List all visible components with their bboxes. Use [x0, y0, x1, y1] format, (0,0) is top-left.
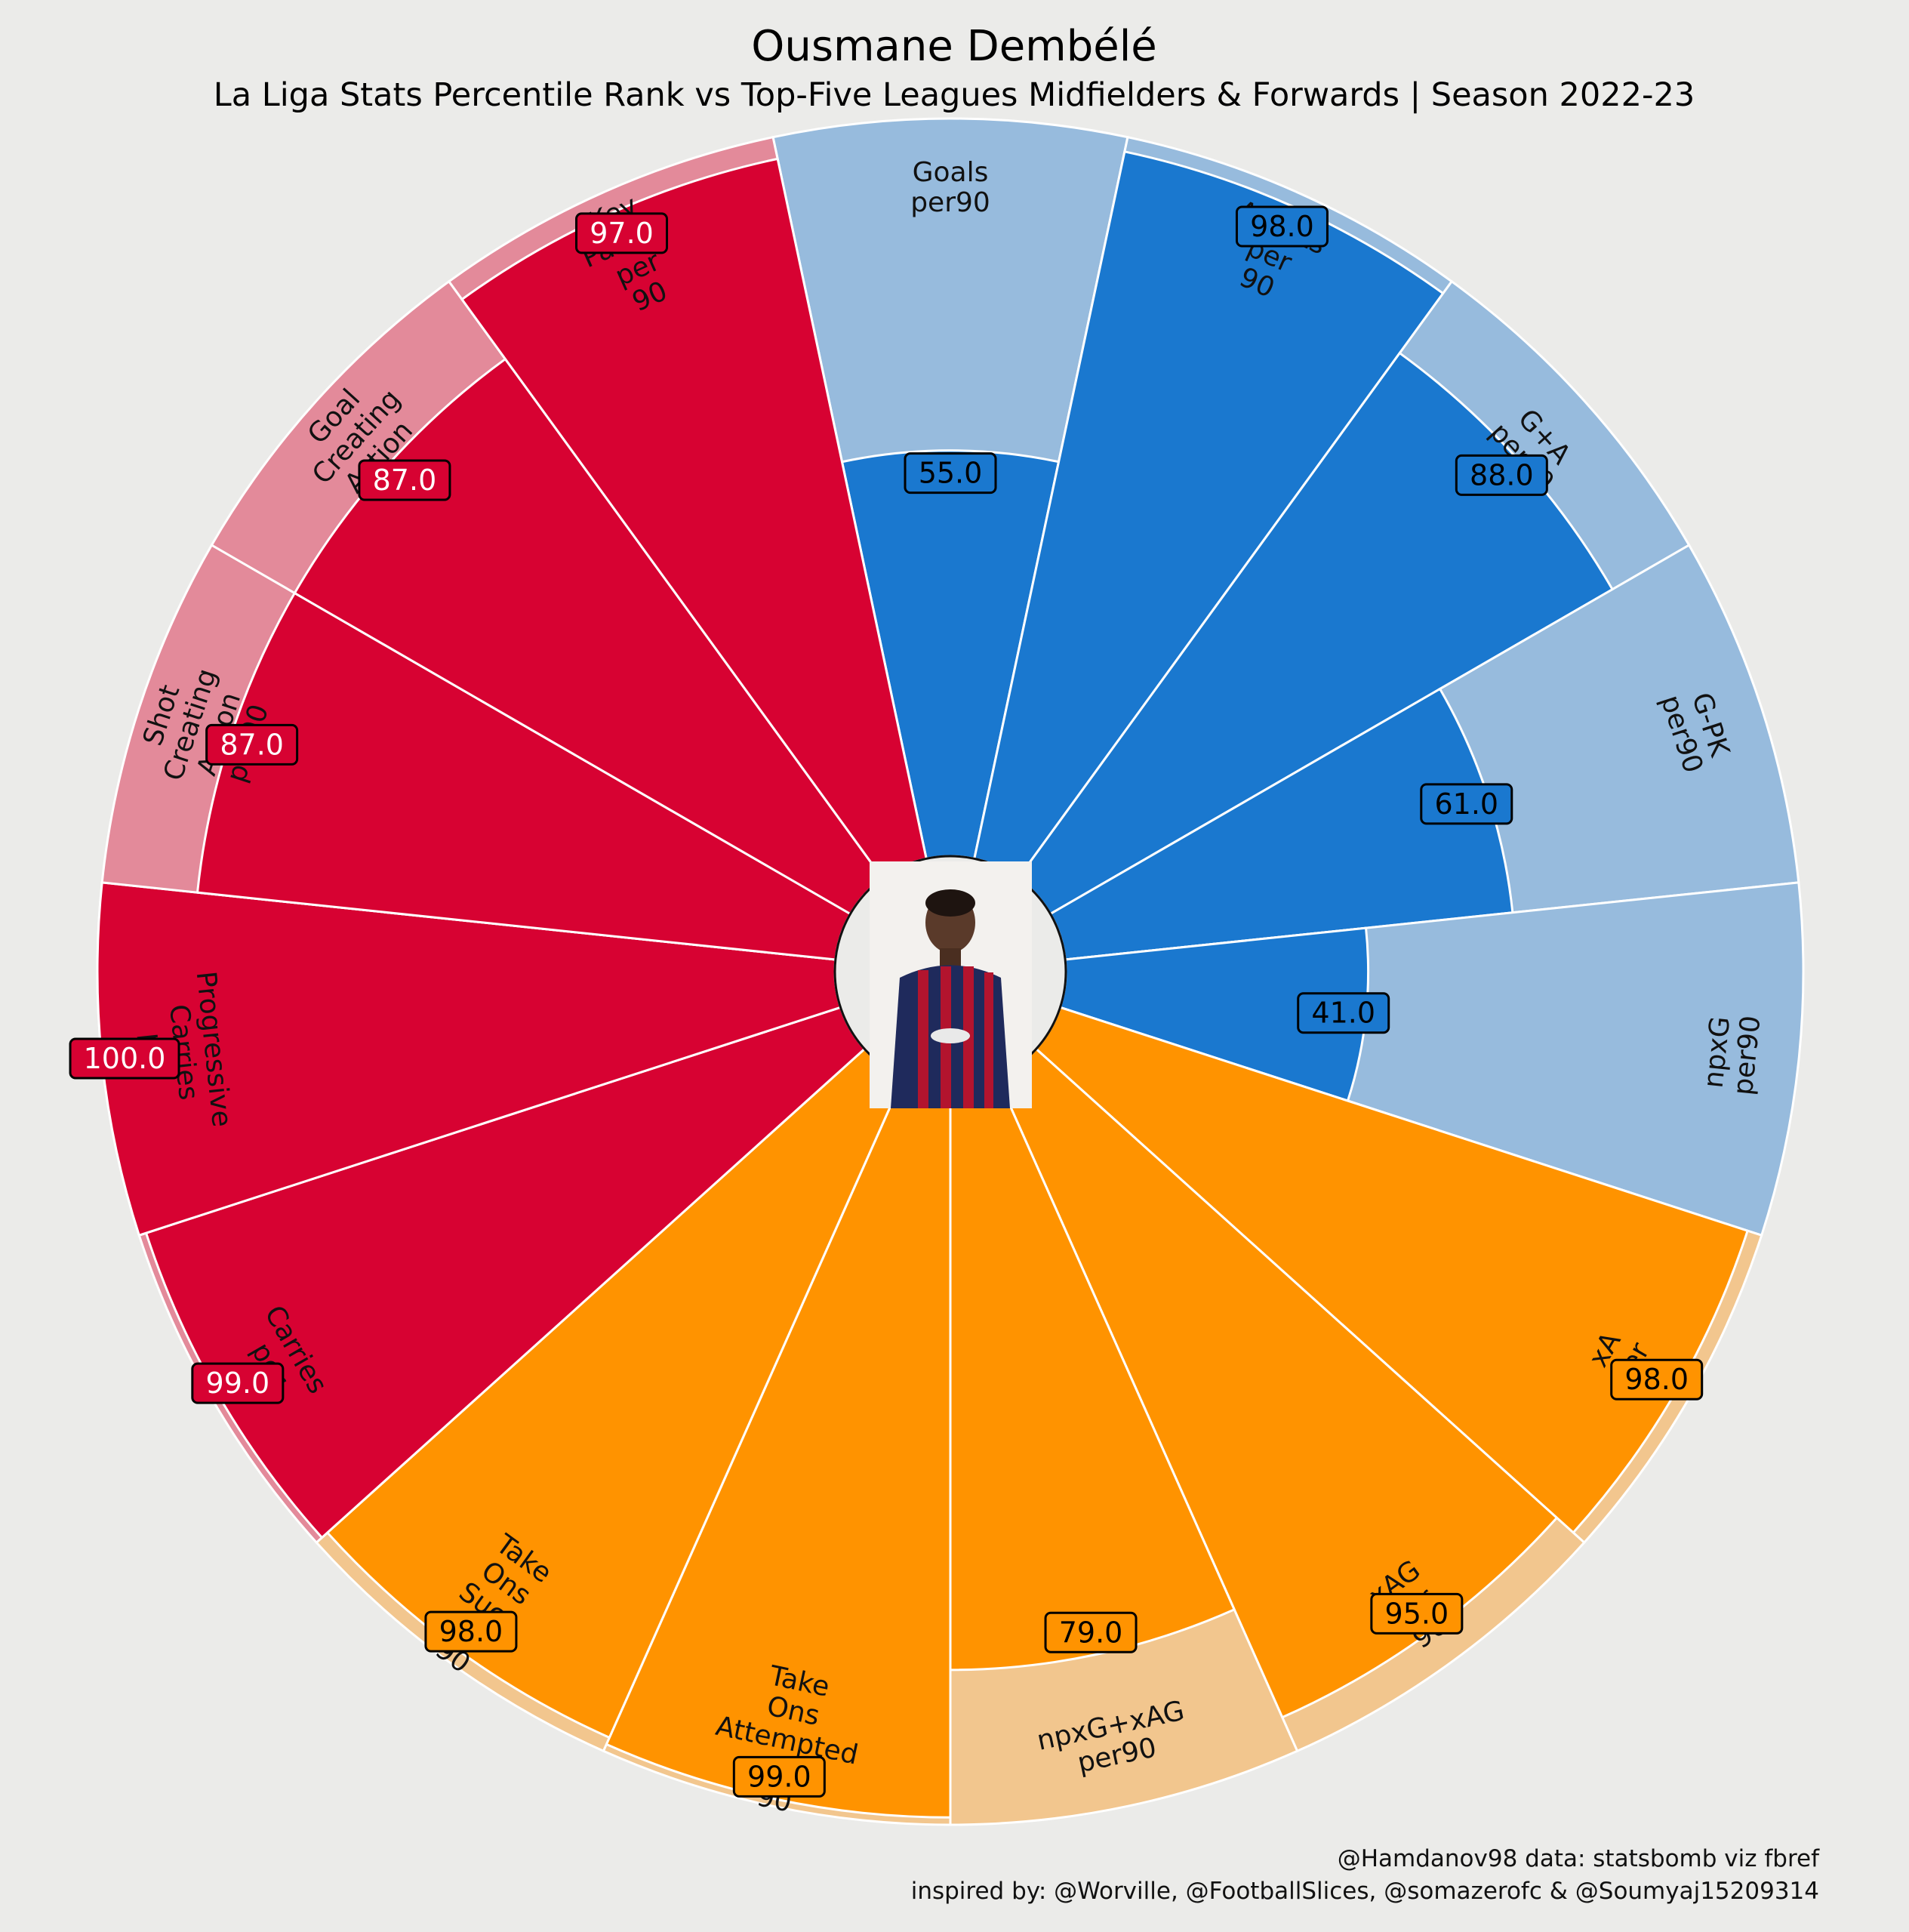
- value-box-bg-8: [732, 1755, 826, 1798]
- credit-line-2: inspired by: @Worville, @FootballSlices,…: [911, 1878, 1819, 1905]
- value-box-12: 87.0: [205, 723, 299, 766]
- value-label-8: 99.0: [747, 1760, 811, 1793]
- value-box-7: 79.0: [1044, 1611, 1138, 1653]
- value-label-5: 98.0: [1624, 1363, 1689, 1396]
- chart-title: Ousmane Dembélé: [751, 22, 1157, 71]
- value-label-2: 88.0: [1470, 458, 1534, 491]
- param-label-4: npxGper90: [1698, 1011, 1767, 1096]
- value-box-6: 95.0: [1370, 1592, 1464, 1635]
- value-box-bg-7: [1044, 1611, 1138, 1653]
- value-label-4: 41.0: [1311, 997, 1375, 1030]
- value-box-14: 97.0: [575, 212, 669, 254]
- value-label-0: 55.0: [919, 457, 983, 490]
- value-box-bg-4: [1297, 992, 1390, 1034]
- value-label-6: 95.0: [1385, 1597, 1449, 1630]
- value-box-5: 98.0: [1610, 1358, 1704, 1400]
- value-label-3: 61.0: [1434, 787, 1498, 821]
- value-box-bg-14: [575, 212, 669, 254]
- param-label-0: Goals per90: [910, 157, 990, 218]
- value-box-2: 88.0: [1455, 454, 1548, 496]
- value-box-bg-9: [424, 1610, 518, 1653]
- value-box-1: 98.0: [1235, 205, 1329, 248]
- value-label-10: 99.0: [206, 1367, 270, 1400]
- param-label-7: npxG+xAGper90: [1034, 1696, 1193, 1786]
- value-box-bg-13: [358, 459, 451, 501]
- chart-subtitle: La Liga Stats Percentile Rank vs Top-Fiv…: [214, 76, 1695, 114]
- value-box-bg-10: [191, 1362, 285, 1404]
- value-box-bg-6: [1370, 1592, 1464, 1635]
- value-box-13: 87.0: [358, 459, 451, 501]
- value-box-bg-11: [69, 1037, 180, 1080]
- value-label-1: 98.0: [1250, 210, 1314, 243]
- value-box-3: 61.0: [1420, 783, 1513, 825]
- value-label-9: 98.0: [439, 1615, 503, 1648]
- value-box-bg-5: [1610, 1358, 1704, 1400]
- value-box-11: 100.0: [69, 1037, 180, 1080]
- value-box-bg-0: [904, 452, 997, 495]
- value-box-bg-12: [205, 723, 299, 766]
- value-label-12: 87.0: [220, 728, 284, 761]
- value-box-10: 99.0: [191, 1362, 285, 1404]
- values-layer: 55.0 98.0 88.0 61.0 41.0 98.0 95.0 79.0 99.0 98.0…: [69, 205, 1704, 1798]
- credit-line-1: @Hamdanov98 data: statsbomb viz fbref: [1338, 1845, 1820, 1872]
- center-layer: [833, 855, 1067, 1108]
- value-label-11: 100.0: [84, 1042, 166, 1075]
- value-box-4: 41.0: [1297, 992, 1390, 1034]
- value-box-0: 55.0: [904, 452, 997, 495]
- value-box-8: 99.0: [732, 1755, 826, 1798]
- value-box-bg-1: [1235, 205, 1329, 248]
- value-label-14: 97.0: [590, 217, 654, 250]
- value-box-bg-2: [1455, 454, 1548, 496]
- value-label-7: 79.0: [1059, 1616, 1123, 1649]
- value-box-9: 98.0: [424, 1610, 518, 1653]
- player-photo-icon: [870, 861, 1032, 1108]
- value-label-13: 87.0: [373, 464, 437, 497]
- value-box-bg-3: [1420, 783, 1513, 825]
